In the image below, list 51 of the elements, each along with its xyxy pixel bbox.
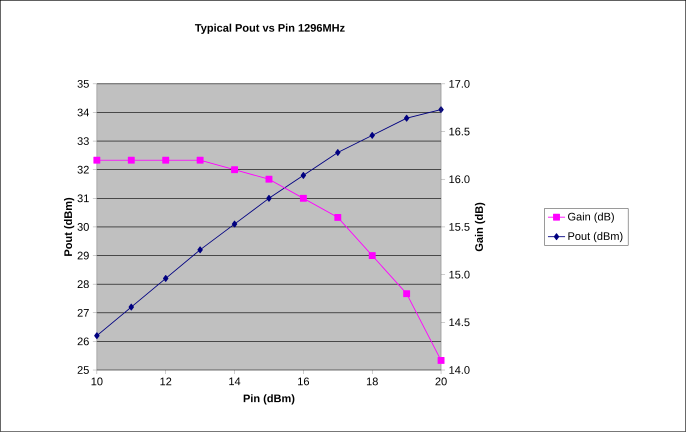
point: [196, 156, 204, 164]
point: [163, 275, 168, 282]
point: [232, 220, 238, 228]
y-tick-label: 27: [78, 309, 89, 317]
legend-label: Gain (dB): [568, 212, 614, 223]
y-tick-label: 32: [78, 166, 89, 174]
y2-tick-label: 14.5: [449, 318, 470, 326]
x-tick-label: 12: [160, 378, 172, 386]
y2-tick-label: 15.0: [449, 270, 470, 279]
point: [438, 357, 445, 364]
point: [266, 176, 272, 183]
y2-axis-title: Gain (dB): [474, 202, 486, 252]
x-tick-label: 16: [298, 378, 310, 386]
y-tick-label: 26: [78, 338, 89, 346]
x-tick-label: 18: [366, 378, 378, 386]
point: [128, 304, 134, 311]
y-axis-title: Pout (dBm): [64, 198, 74, 256]
chart-title: Typical Pout vs Pin 1296MHz: [194, 24, 345, 34]
point: [300, 194, 307, 202]
point: [334, 214, 342, 221]
y-tick-label: 34: [78, 108, 89, 116]
point: [94, 332, 100, 340]
point: [300, 172, 306, 179]
y-tick-label: 31: [78, 194, 89, 202]
x-tick-label: 20: [435, 378, 447, 386]
point: [266, 194, 272, 202]
y2-tick-label: 17.0: [449, 80, 470, 88]
x-tick-label: 14: [229, 378, 240, 386]
y-tick-label: 25: [78, 366, 89, 374]
y-tick-label: 30: [78, 223, 89, 231]
x-tick-label: 10: [92, 378, 103, 386]
y-tick-label: 29: [78, 252, 89, 260]
y-tick-label: 33: [78, 137, 89, 146]
point: [335, 149, 340, 156]
y-tick-label: 35: [78, 80, 89, 88]
point: [403, 290, 410, 298]
legend-label: Pout (dBm): [568, 232, 622, 242]
y2-tick-label: 14.0: [449, 366, 470, 374]
point: [197, 246, 203, 254]
point: [162, 156, 170, 164]
point: [93, 156, 100, 164]
point: [231, 166, 238, 174]
x-axis-title: Pin (dBm): [244, 394, 294, 405]
point: [404, 114, 410, 122]
point: [128, 156, 135, 164]
y2-tick-label: 15.5: [449, 223, 470, 231]
y2-tick-label: 16.0: [449, 175, 470, 184]
y-tick-label: 28: [78, 280, 89, 288]
point: [368, 252, 376, 260]
point: [370, 132, 375, 139]
y2-tick-label: 16.5: [449, 128, 470, 136]
